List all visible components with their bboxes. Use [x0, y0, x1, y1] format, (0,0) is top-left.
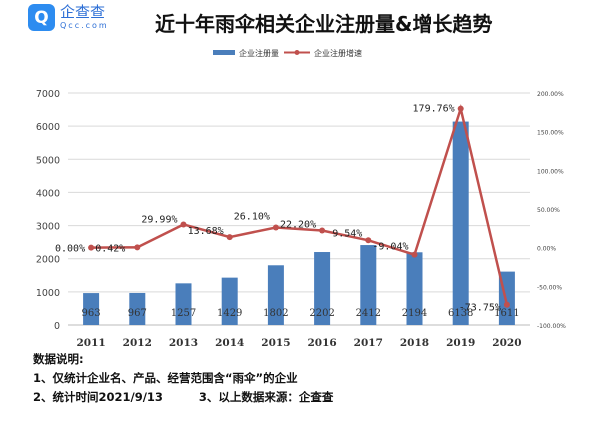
growth-marker: [272, 224, 279, 231]
x-tick-label: 2014: [215, 337, 244, 349]
growth-marker: [319, 227, 326, 234]
left-tick-label: 5000: [36, 155, 60, 166]
bar-label: 1429: [217, 308, 242, 319]
bar: [314, 252, 331, 325]
right-tick-label: -50.00%: [537, 284, 562, 291]
x-tick-label: 2013: [169, 337, 198, 349]
x-tick-label: 2015: [261, 337, 290, 349]
growth-marker: [226, 234, 233, 241]
bar: [175, 283, 192, 325]
bar: [360, 245, 377, 325]
growth-marker: [180, 221, 187, 228]
right-tick-label: 0.00%: [537, 246, 556, 253]
bar: [267, 265, 284, 325]
logo-en: Qcc.com: [60, 21, 109, 30]
x-tick-label: 2017: [354, 337, 383, 349]
x-tick-label: 2012: [123, 337, 152, 349]
legend-bar-swatch: [213, 50, 235, 55]
growth-label: -73.75%: [459, 303, 501, 314]
x-tick-label: 2016: [307, 337, 336, 349]
bar-label: 2202: [309, 308, 334, 319]
notes-line1: 1、仅统计企业名、产品、经营范围含“雨伞”的企业: [33, 371, 298, 385]
left-tick-label: 4000: [36, 188, 60, 199]
left-tick-label: 0: [54, 321, 60, 332]
left-tick-label: 1000: [36, 288, 60, 299]
bar: [406, 252, 423, 325]
left-tick-label: 7000: [36, 89, 60, 100]
chart: 0 1000 2000 3000 4000 5000 6000 7000 -100.00% -50…: [36, 48, 566, 349]
growth-marker: [503, 301, 510, 308]
qcc-logo-icon: Q: [28, 4, 55, 31]
left-tick-label: 3000: [36, 222, 60, 233]
growth-marker: [457, 105, 464, 112]
bar: [452, 121, 469, 325]
bar-label: 2412: [356, 308, 381, 319]
bar-label: 963: [82, 308, 101, 319]
right-tick-label: 200.00%: [537, 91, 564, 98]
growth-label: 29.99%: [141, 214, 177, 225]
logo: Q 企查查 Qcc.com: [28, 4, 109, 31]
right-tick-label: 100.00%: [537, 168, 564, 175]
chart-title: 近十年雨伞相关企业注册量&增长趋势: [155, 12, 493, 36]
growth-label: -9.04%: [372, 242, 408, 253]
legend-bar-label: 企业注册量: [239, 48, 279, 58]
bar-label: 1802: [263, 308, 288, 319]
right-tick-label: -100.00%: [537, 323, 566, 330]
growth-line: [91, 103, 509, 305]
logo-cn: 企查查: [60, 3, 106, 21]
left-tick-label: 2000: [36, 255, 60, 266]
growth-marker: [365, 237, 372, 244]
growth-label: 13.68%: [188, 226, 224, 237]
bar-label: 1611: [494, 308, 519, 319]
notes: 数据说明: 1、仅统计企业名、产品、经营范围含“雨伞”的企业 2、统计时间202…: [33, 350, 333, 407]
growth-label: 0.42%: [95, 243, 125, 254]
growth-label: 26.10%: [234, 211, 270, 222]
notes-line2a: 2、统计时间2021/9/13: [33, 390, 163, 404]
growth-marker: [134, 244, 141, 251]
growth-label: 9.54%: [332, 228, 362, 239]
x-tick-label: 2019: [446, 337, 475, 349]
growth-marker: [411, 251, 418, 258]
growth-label: 0.00%: [55, 244, 85, 255]
right-tick-label: 150.00%: [537, 130, 564, 137]
legend-line-marker: [294, 50, 300, 55]
x-tick-label: 2018: [400, 337, 429, 349]
growth-marker: [88, 244, 95, 251]
x-tick-label: 2020: [492, 337, 521, 349]
left-tick-label: 6000: [36, 122, 60, 133]
bar-label: 2194: [402, 308, 427, 319]
legend-line-label: 企业注册增速: [314, 48, 362, 58]
bar: [83, 293, 100, 325]
x-tick-label: 2011: [76, 337, 105, 349]
right-tick-label: 50.00%: [537, 207, 560, 214]
notes-line2b: 3、以上数据来源：企查查: [198, 390, 334, 404]
bar-label: 6138: [448, 308, 473, 319]
growth-label: 22.20%: [280, 219, 316, 230]
bar-label: 967: [128, 308, 147, 319]
bar-label: 1257: [171, 308, 196, 319]
notes-heading: 数据说明:: [33, 352, 84, 366]
bar: [129, 292, 146, 325]
bar: [221, 277, 238, 325]
growth-label: 179.76%: [413, 104, 455, 115]
